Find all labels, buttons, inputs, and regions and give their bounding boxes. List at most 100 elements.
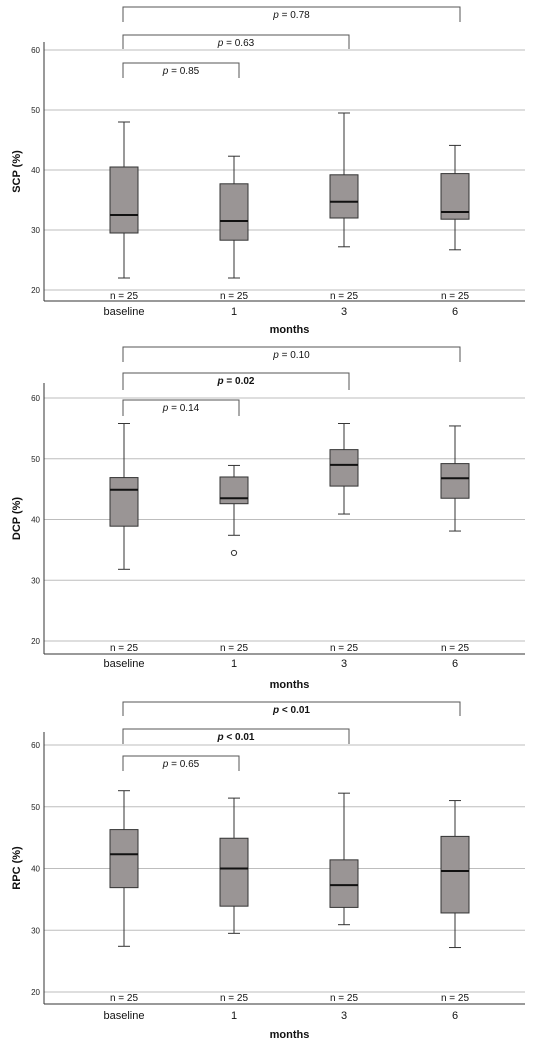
p-value-label: p = 0.65 [162, 759, 200, 770]
y-tick-label: 40 [31, 516, 40, 525]
x-category-label: 1 [231, 306, 237, 318]
iqr-box [219, 476, 249, 505]
iqr-box [440, 835, 470, 914]
y-tick-label: 60 [31, 741, 40, 750]
n-label: n = 25 [330, 643, 359, 654]
box-6: n = 25 6 [440, 425, 470, 670]
box-baseline: n = 25 baseline [104, 423, 145, 670]
n-label: n = 25 [110, 993, 139, 1004]
bracket-line [122, 728, 350, 744]
bracket-line [122, 6, 461, 22]
p-value-label: p = 0.10 [272, 350, 310, 361]
y-axis-title: DCP (%) [11, 497, 23, 541]
significance-bracket: p = 0.65 [122, 755, 240, 771]
p-value-label: p = 0.85 [162, 66, 200, 77]
x-category-label: baseline [104, 1010, 145, 1022]
n-label: n = 25 [220, 993, 249, 1004]
n-label: n = 25 [330, 291, 359, 302]
box-6: n = 25 6 [440, 800, 470, 1022]
significance-bracket: p = 0.14 [122, 399, 240, 416]
significance-bracket: p < 0.01 [122, 728, 350, 744]
significance-bracket: p = 0.78 [122, 6, 461, 22]
iqr-box [219, 183, 249, 241]
n-label: n = 25 [330, 993, 359, 1004]
x-axis-title: months [270, 1029, 310, 1041]
significance-bracket: p = 0.85 [122, 62, 240, 78]
y-tick-label: 60 [31, 46, 40, 55]
y-tick-label: 40 [31, 166, 40, 175]
bracket-line [122, 399, 240, 416]
x-category-label: 3 [341, 1010, 347, 1022]
bracket-line [122, 372, 350, 390]
significance-bracket: p = 0.02 [122, 372, 350, 390]
iqr-box [329, 859, 359, 908]
box-3: n = 25 3 [329, 423, 359, 670]
bracket-line [122, 701, 461, 716]
bracket-line [122, 346, 461, 362]
y-axis-title: SCP (%) [11, 150, 23, 193]
significance-bracket: p = 0.63 [122, 34, 350, 49]
y-tick-label: 20 [31, 637, 40, 646]
x-category-label: 1 [231, 658, 237, 670]
p-value-label: p = 0.02 [217, 376, 255, 387]
n-label: n = 25 [441, 643, 470, 654]
y-tick-label: 50 [31, 803, 40, 812]
iqr-box [329, 174, 359, 219]
n-label: n = 25 [441, 993, 470, 1004]
x-category-label: baseline [104, 658, 145, 670]
p-value-label: p < 0.01 [272, 705, 310, 716]
bracket-line [122, 755, 240, 771]
x-category-label: baseline [104, 306, 145, 318]
y-axis-title: RPC (%) [11, 846, 23, 890]
box-1: n = 25 1 [219, 464, 249, 670]
box-3: n = 25 3 [329, 792, 359, 1022]
box-baseline: n = 25 baseline [104, 790, 145, 1022]
iqr-box [329, 449, 359, 487]
n-label: n = 25 [110, 291, 139, 302]
n-label: n = 25 [110, 643, 139, 654]
y-tick-label: 50 [31, 106, 40, 115]
x-category-label: 3 [341, 658, 347, 670]
y-tick-label: 20 [31, 988, 40, 997]
y-tick-label: 30 [31, 576, 40, 585]
n-label: n = 25 [220, 291, 249, 302]
significance-bracket: p < 0.01 [122, 701, 461, 716]
x-category-label: 6 [452, 306, 458, 318]
x-category-label: 1 [231, 1010, 237, 1022]
x-axis-title: months [270, 324, 310, 336]
x-category-label: 6 [452, 1010, 458, 1022]
box-6: n = 25 6 [440, 144, 470, 318]
p-value-label: p < 0.01 [217, 732, 255, 743]
box-1: n = 25 1 [219, 155, 249, 318]
y-tick-label: 40 [31, 865, 40, 874]
n-label: n = 25 [441, 291, 470, 302]
x-category-label: 3 [341, 306, 347, 318]
iqr-box [219, 837, 249, 907]
significance-bracket: p = 0.10 [122, 346, 461, 362]
y-tick-label: 60 [31, 394, 40, 403]
x-category-label: 6 [452, 658, 458, 670]
iqr-box [109, 829, 139, 889]
y-tick-label: 30 [31, 226, 40, 235]
n-label: n = 25 [220, 643, 249, 654]
bracket-line [122, 34, 350, 49]
p-value-label: p = 0.78 [272, 10, 310, 21]
box-1: n = 25 1 [219, 797, 249, 1022]
box-baseline: n = 25 baseline [104, 121, 145, 318]
iqr-box [109, 477, 139, 527]
p-value-label: p = 0.63 [217, 38, 255, 49]
box-3: n = 25 3 [329, 112, 359, 318]
iqr-box [440, 463, 470, 499]
y-tick-label: 20 [31, 286, 40, 295]
iqr-box [109, 166, 139, 234]
x-axis-title: months [270, 679, 310, 691]
bracket-line [122, 62, 240, 78]
y-tick-label: 30 [31, 926, 40, 935]
y-tick-label: 50 [31, 455, 40, 464]
outlier-point [230, 549, 238, 557]
p-value-label: p = 0.14 [162, 403, 200, 414]
